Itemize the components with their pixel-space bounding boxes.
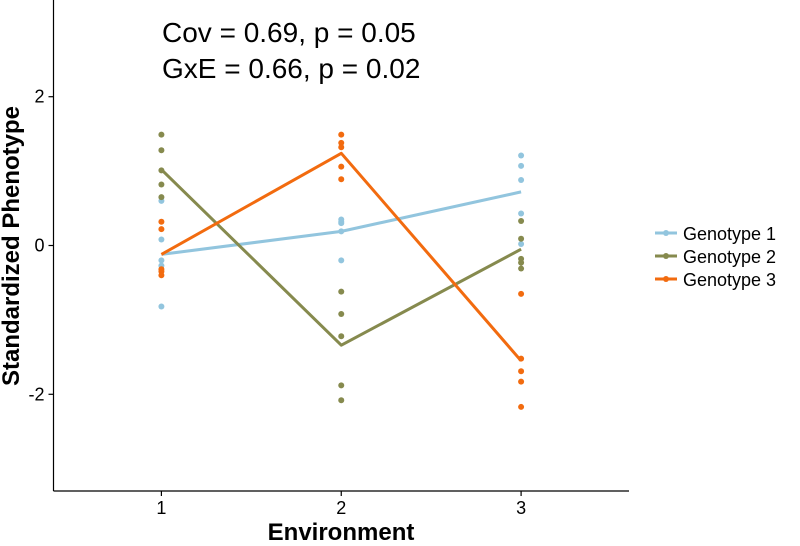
- data-point: [518, 378, 525, 385]
- data-point: [338, 257, 345, 264]
- y-axis-title: Standardized Phenotype: [0, 106, 25, 386]
- legend-key-point: [663, 276, 669, 282]
- series-line-3: [160, 151, 523, 362]
- data-point: [338, 163, 345, 170]
- annotation-cov: Cov = 0.69, p = 0.05: [162, 17, 416, 48]
- legend-label: Genotype 2: [683, 247, 776, 267]
- series-points-2: [158, 131, 525, 404]
- ticks: -2 0 2 1 2 3: [28, 87, 526, 518]
- x-axis-title: Environment: [268, 519, 415, 546]
- data-point: [158, 226, 165, 233]
- data-point: [518, 235, 525, 242]
- data-point: [338, 131, 345, 138]
- data-point: [518, 265, 525, 272]
- annotation-gxe: GxE = 0.66, p = 0.02: [162, 53, 420, 84]
- data-point: [338, 176, 345, 183]
- data-point: [338, 382, 345, 389]
- data-point: [338, 139, 345, 146]
- plot-area: [158, 131, 525, 410]
- legend-key-point: [663, 253, 669, 259]
- legend-label: Genotype 1: [683, 224, 776, 244]
- y-tick-label: -2: [28, 384, 44, 404]
- data-point: [518, 162, 525, 169]
- data-point: [518, 368, 525, 375]
- x-tick-label: 3: [516, 498, 526, 518]
- data-point: [518, 210, 525, 217]
- series-points-3: [158, 131, 525, 410]
- y-tick-label: 0: [34, 236, 44, 256]
- data-point: [518, 259, 525, 266]
- data-point: [158, 131, 165, 138]
- data-point: [158, 257, 165, 264]
- data-point: [158, 181, 165, 188]
- data-point: [158, 272, 165, 279]
- series-line-2: [160, 168, 522, 347]
- legend-item-3: Genotype 3: [655, 270, 776, 290]
- data-point: [158, 147, 165, 154]
- data-point: [518, 217, 525, 224]
- data-point: [518, 152, 525, 159]
- legend-label: Genotype 3: [683, 270, 776, 290]
- data-point: [338, 144, 345, 151]
- data-point: [338, 310, 345, 317]
- data-point: [518, 403, 525, 410]
- y-tick-label: 2: [34, 87, 44, 107]
- data-point: [338, 333, 345, 340]
- data-point: [338, 220, 345, 227]
- legend-item-2: Genotype 2: [655, 247, 776, 267]
- x-tick-label: 1: [156, 498, 166, 518]
- x-tick-label: 2: [336, 498, 346, 518]
- legend-item-1: Genotype 1: [655, 224, 776, 244]
- data-point: [518, 290, 525, 297]
- data-point: [158, 194, 165, 201]
- legend-key-point: [663, 230, 669, 236]
- data-point: [158, 218, 165, 225]
- data-point: [158, 236, 165, 243]
- data-point: [338, 288, 345, 295]
- data-point: [338, 397, 345, 404]
- data-point: [158, 303, 165, 310]
- legend: Genotype 1 Genotype 2 Genotype 3: [655, 224, 776, 290]
- data-point: [518, 177, 525, 184]
- data-point: [518, 241, 525, 248]
- series-line-1: [161, 190, 522, 256]
